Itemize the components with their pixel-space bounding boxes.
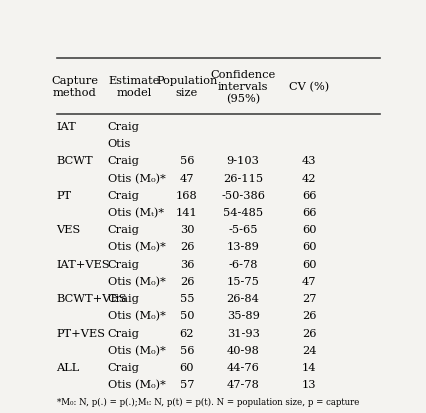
Text: IAT+VES: IAT+VES: [57, 259, 110, 269]
Text: Estimate
model: Estimate model: [109, 76, 160, 98]
Text: 26-115: 26-115: [223, 173, 263, 183]
Text: Otis (M₀)*: Otis (M₀)*: [108, 311, 165, 320]
Text: Otis (M₀)*: Otis (M₀)*: [108, 379, 165, 389]
Text: 60: 60: [302, 259, 317, 269]
Text: Craig: Craig: [108, 190, 140, 200]
Text: Otis (M₀)*: Otis (M₀)*: [108, 242, 165, 252]
Text: Confidence
intervals
(95%): Confidence intervals (95%): [210, 69, 276, 104]
Text: 50: 50: [180, 311, 194, 320]
Text: 141: 141: [176, 207, 198, 218]
Text: IAT: IAT: [57, 122, 76, 132]
Text: 31-93: 31-93: [227, 328, 259, 338]
Text: Otis: Otis: [108, 139, 131, 149]
Text: 43: 43: [302, 156, 317, 166]
Text: 44-76: 44-76: [227, 362, 259, 372]
Text: Craig: Craig: [108, 225, 140, 235]
Text: 54-485: 54-485: [223, 207, 263, 218]
Text: 47: 47: [302, 276, 317, 286]
Text: 24: 24: [302, 345, 317, 355]
Text: 26: 26: [180, 242, 194, 252]
Text: -50-386: -50-386: [221, 190, 265, 200]
Text: 14: 14: [302, 362, 317, 372]
Text: -6-78: -6-78: [228, 259, 258, 269]
Text: 13-89: 13-89: [227, 242, 259, 252]
Text: PT+VES: PT+VES: [57, 328, 106, 338]
Text: 42: 42: [302, 173, 317, 183]
Text: Craig: Craig: [108, 362, 140, 372]
Text: 60: 60: [302, 242, 317, 252]
Text: 55: 55: [180, 293, 194, 304]
Text: 26: 26: [302, 328, 317, 338]
Text: BCWT: BCWT: [57, 156, 93, 166]
Text: 47: 47: [180, 173, 194, 183]
Text: 56: 56: [180, 156, 194, 166]
Text: Population
size: Population size: [156, 76, 218, 98]
Text: 36: 36: [180, 259, 194, 269]
Text: 168: 168: [176, 190, 198, 200]
Text: 62: 62: [180, 328, 194, 338]
Text: 27: 27: [302, 293, 317, 304]
Text: Capture
method: Capture method: [51, 76, 98, 98]
Text: Craig: Craig: [108, 122, 140, 132]
Text: BCWT+VES: BCWT+VES: [57, 293, 127, 304]
Text: 60: 60: [302, 225, 317, 235]
Text: Craig: Craig: [108, 156, 140, 166]
Text: 35-89: 35-89: [227, 311, 259, 320]
Text: 60: 60: [180, 362, 194, 372]
Text: ALL: ALL: [57, 362, 80, 372]
Text: 15-75: 15-75: [227, 276, 259, 286]
Text: *M₀: N, p(.) = p(.);Mₜ: N, p(t) = p(t). N = population size, p = capture: *M₀: N, p(.) = p(.);Mₜ: N, p(t) = p(t). …: [57, 397, 359, 406]
Text: Craig: Craig: [108, 328, 140, 338]
Text: 66: 66: [302, 207, 317, 218]
Text: 26: 26: [180, 276, 194, 286]
Text: CV (%): CV (%): [289, 82, 329, 92]
Text: 56: 56: [180, 345, 194, 355]
Text: -5-65: -5-65: [228, 225, 258, 235]
Text: 47-78: 47-78: [227, 379, 259, 389]
Text: 26: 26: [302, 311, 317, 320]
Text: 66: 66: [302, 190, 317, 200]
Text: Otis (M₀)*: Otis (M₀)*: [108, 173, 165, 183]
Text: 57: 57: [180, 379, 194, 389]
Text: Otis (M₀)*: Otis (M₀)*: [108, 276, 165, 286]
Text: 9-103: 9-103: [227, 156, 259, 166]
Text: Craig: Craig: [108, 259, 140, 269]
Text: 13: 13: [302, 379, 317, 389]
Text: 40-98: 40-98: [227, 345, 259, 355]
Text: 30: 30: [180, 225, 194, 235]
Text: 26-84: 26-84: [227, 293, 259, 304]
Text: Craig: Craig: [108, 293, 140, 304]
Text: Otis (M₀)*: Otis (M₀)*: [108, 345, 165, 355]
Text: PT: PT: [57, 190, 72, 200]
Text: Otis (Mₜ)*: Otis (Mₜ)*: [108, 207, 164, 218]
Text: VES: VES: [57, 225, 81, 235]
